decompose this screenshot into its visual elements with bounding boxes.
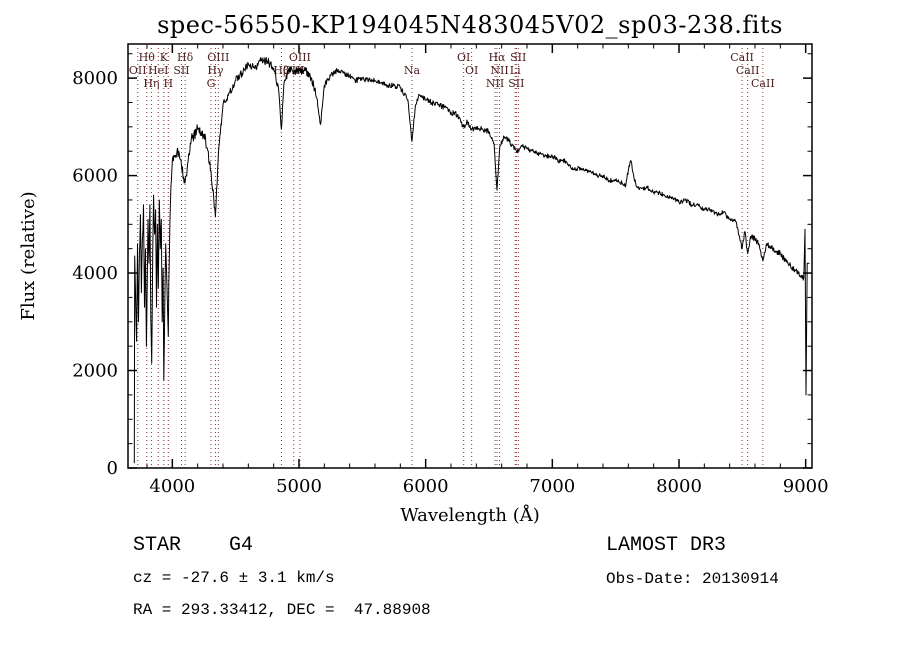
- x-tick-label: 4000: [149, 476, 195, 497]
- line-marker-label: Hγ: [207, 64, 224, 77]
- line-marker-label: SII: [510, 51, 526, 64]
- line-marker-label: Hα: [488, 51, 506, 64]
- line-marker-label: OI: [457, 51, 470, 64]
- survey-label: LAMOST DR3: [606, 534, 727, 557]
- plot-frame: [127, 43, 813, 469]
- y-axis-label: Flux (relative): [18, 191, 39, 320]
- spectral-line-markers: OIIHθHηHeIKHSIIHδGHγOIIIHβOIIIOIIINaOIOI…: [129, 44, 775, 468]
- line-marker-label: K: [160, 51, 169, 64]
- y-tick-label: 0: [107, 458, 118, 479]
- plot-title: spec-56550-KP194045N483045V02_sp03-238.f…: [157, 11, 783, 39]
- y-tick-label: 4000: [72, 263, 118, 284]
- spectrum-trace: [133, 57, 810, 464]
- x-axis-label: Wavelength (Å): [400, 504, 540, 526]
- axis-ticks: 4000 5000 6000 7000 8000 9000 0 2000 4000 6000 800…: [72, 44, 829, 497]
- y-tick-label: 2000: [72, 361, 118, 382]
- obs-date-label: Obs-Date: 20130914: [606, 570, 779, 588]
- line-marker-label: Hδ: [177, 51, 194, 64]
- x-tick-label: 9000: [783, 476, 829, 497]
- line-marker-label: Hη: [143, 77, 159, 90]
- ra-dec-label: RA = 293.33412, DEC = 47.88908: [133, 601, 431, 619]
- plot-border: [127, 43, 813, 469]
- x-tick-label: 6000: [403, 476, 449, 497]
- line-marker-label: G: [207, 77, 216, 90]
- line-marker-label: OIII: [289, 51, 311, 64]
- x-tick-label: 7000: [529, 476, 575, 497]
- line-marker-label: HeI: [148, 64, 168, 77]
- line-marker-label: NII: [490, 64, 508, 77]
- line-marker-label: CaII: [730, 51, 754, 64]
- x-tick-label: 8000: [656, 476, 702, 497]
- line-marker-label: CaII: [736, 64, 760, 77]
- line-marker-label: CaII: [751, 77, 775, 90]
- line-marker-label: OI: [465, 64, 478, 77]
- object-class-label: STAR G4: [133, 534, 254, 557]
- y-tick-label: 6000: [72, 166, 118, 187]
- line-marker-label: NII: [486, 77, 504, 90]
- line-marker-label: H: [163, 77, 173, 90]
- line-marker-label: Li: [510, 64, 521, 77]
- radial-velocity-label: cz = -27.6 ± 3.1 km/s: [133, 569, 335, 587]
- line-marker-label: OII: [129, 64, 147, 77]
- x-tick-label: 5000: [276, 476, 322, 497]
- y-tick-label: 8000: [72, 68, 118, 89]
- line-marker-label: Na: [404, 64, 421, 77]
- line-marker-label: SII: [508, 77, 524, 90]
- line-marker-label: OIII: [207, 51, 229, 64]
- line-marker-label: SII: [173, 64, 189, 77]
- line-marker-label: Hβ: [273, 64, 289, 77]
- line-marker-label: Hθ: [139, 51, 156, 64]
